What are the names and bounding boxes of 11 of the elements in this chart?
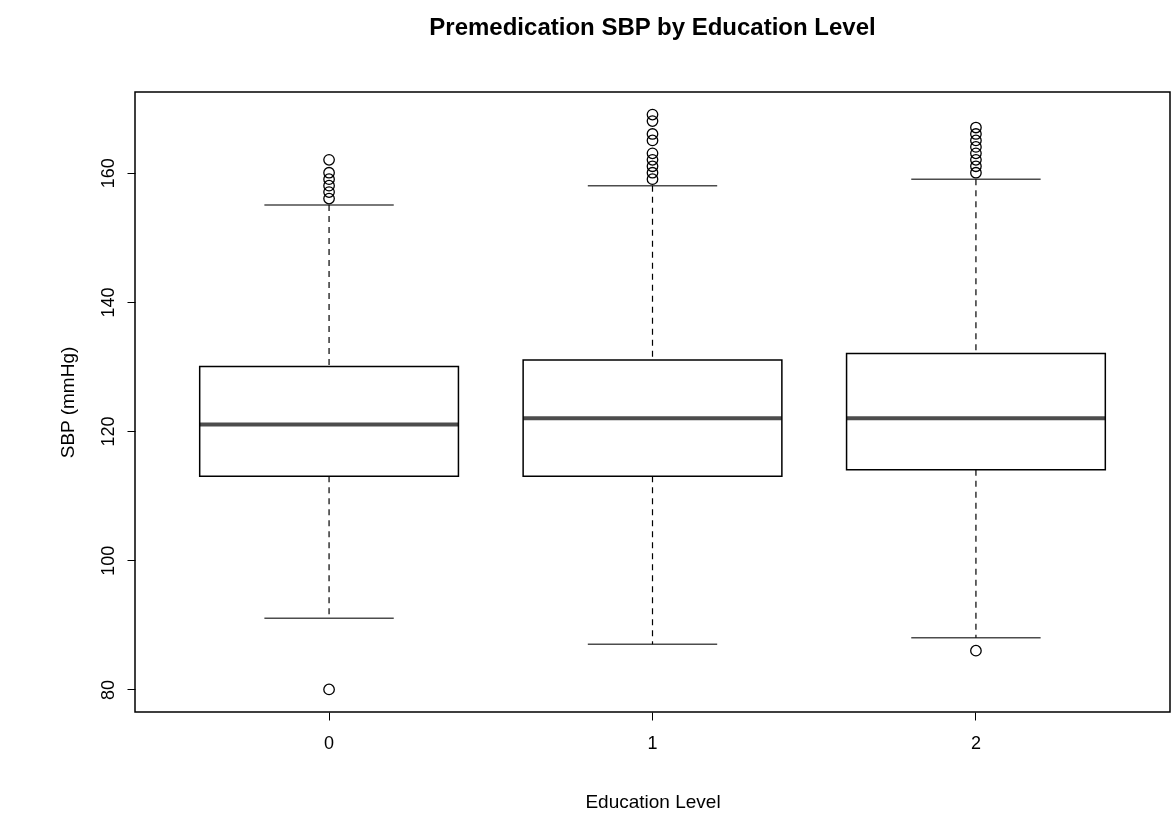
chart-title: Premedication SBP by Education Level (429, 13, 876, 40)
x-axis-title: Education Level (585, 790, 721, 812)
y-axis-title: SBP (mmHg) (56, 346, 78, 459)
y-tick-label: 140 (97, 287, 118, 318)
y-tick-label: 100 (97, 545, 118, 576)
y-tick-label: 80 (97, 679, 118, 700)
x-tick-label: 2 (970, 732, 981, 753)
y-tick-label: 160 (97, 158, 118, 189)
y-tick-label: 120 (97, 416, 118, 447)
x-tick-label: 1 (647, 732, 658, 753)
x-tick-label: 0 (324, 732, 335, 753)
